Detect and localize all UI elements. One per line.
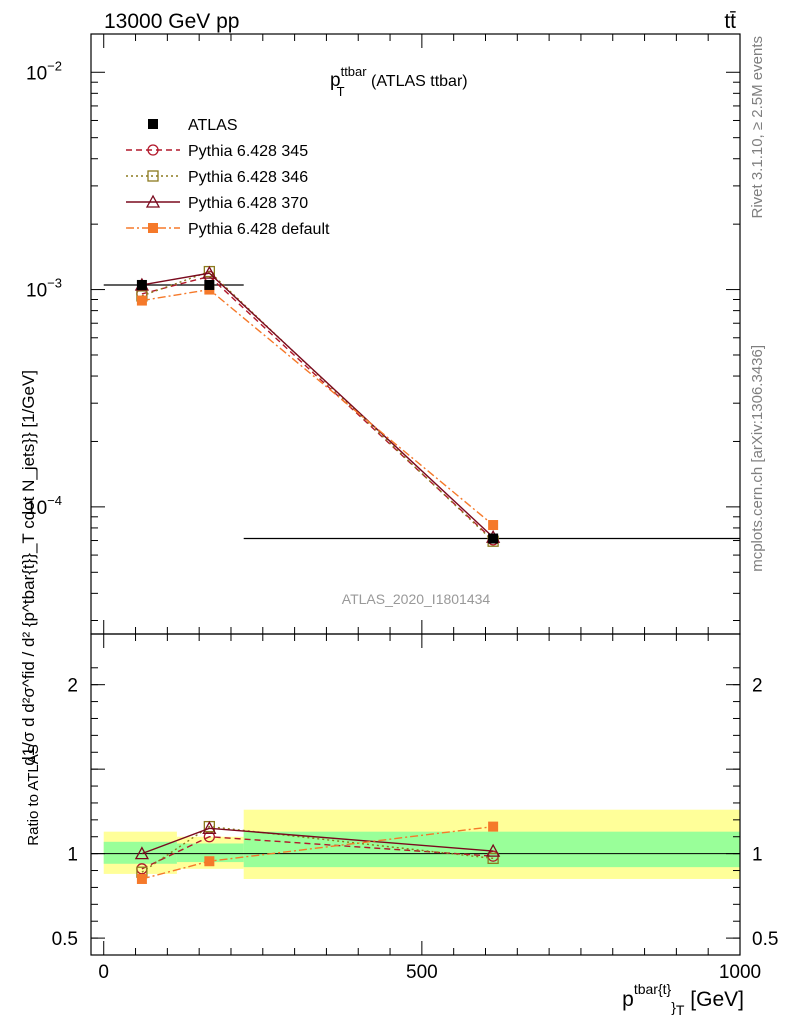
legend-marker [148, 119, 158, 129]
mc-point [202, 265, 217, 279]
mcplots-label: mcplots.cern.ch [arXiv:1306.3436] [749, 345, 766, 572]
legend-label: Pythia 6.428 default [188, 221, 330, 238]
xlabel: ptbar{t}}T [GeV] [622, 981, 744, 1018]
ratio-line [141, 836, 494, 870]
mc-line [141, 275, 494, 541]
ratio-panel: 0.5 0.5 1 1 2 2 0 500 1000 [52, 633, 778, 983]
atlas-point [488, 533, 499, 544]
legend: ATLAS Pythia 6.428 345 Pythia 6.428 346 Pyt… [126, 117, 330, 238]
main-ytick-label: 10−3 [26, 276, 62, 302]
rivet-label: Rivet 3.1.10, ≥ 2.5M events [749, 36, 766, 219]
legend-marker [145, 194, 161, 208]
legend-marker [148, 223, 158, 233]
atlas-point [204, 279, 215, 290]
plot-title: pttbar T (ATLAS ttbar) [330, 64, 468, 99]
main-ytick-label: 10−2 [26, 58, 62, 84]
beam-label: 13000 GeV pp [104, 10, 239, 33]
mc-point [488, 520, 499, 531]
ratio-ytick-label: 1 [67, 845, 78, 866]
legend-label: Pythia 6.428 345 [188, 143, 308, 160]
ratio-ylabel: Ratio to ATLAS [25, 744, 42, 845]
mc-point [136, 295, 147, 306]
main-ylabel: d1/σ d d²σ^fid / d² {p^tbar{t}}_T cdot N… [19, 370, 38, 766]
ratio-ytick-label: 2 [67, 676, 78, 697]
ratio-ytick-label-right: 1 [752, 845, 763, 866]
ratio-ytick-label-right: 2 [752, 676, 763, 697]
ratio-ytick-label: 0.5 [52, 929, 78, 950]
legend-label: ATLAS [188, 117, 238, 134]
ratio-line [141, 827, 494, 855]
ratio-xtick-label: 1000 [719, 962, 761, 983]
analysis-watermark: ATLAS_2020_I1801434 [342, 591, 491, 607]
legend-label: Pythia 6.428 370 [188, 195, 308, 212]
atlas-point [136, 279, 147, 290]
legend-marker [147, 170, 159, 182]
ratio-point [136, 873, 147, 884]
ratio-band-inner [176, 843, 244, 863]
ratio-xtick-label: 500 [406, 962, 438, 983]
mc-line [141, 270, 494, 542]
legend-marker [147, 144, 159, 156]
ratio-point [488, 821, 499, 832]
main-panel: 10−2 10−3 10−4 [26, 33, 741, 635]
ratio-point [202, 820, 217, 834]
plot-title-sub: T [337, 84, 345, 99]
legend-label: Pythia 6.428 346 [188, 169, 308, 186]
ratio-point [134, 846, 149, 860]
mc-line [141, 288, 494, 526]
mc-line [141, 272, 494, 538]
ratio-frame [90, 633, 741, 956]
ratio-ytick-label-right: 0.5 [752, 929, 778, 950]
ratio-line [141, 825, 494, 873]
ratio-xtick-label: 0 [98, 962, 109, 983]
process-label: tt̄ [724, 10, 736, 33]
ratio-point [486, 843, 501, 857]
main-ytick-label: 10−4 [26, 493, 62, 519]
ratio-point [487, 852, 499, 865]
plot-title-sup: ttbar [341, 64, 368, 79]
ratio-point [204, 856, 215, 867]
